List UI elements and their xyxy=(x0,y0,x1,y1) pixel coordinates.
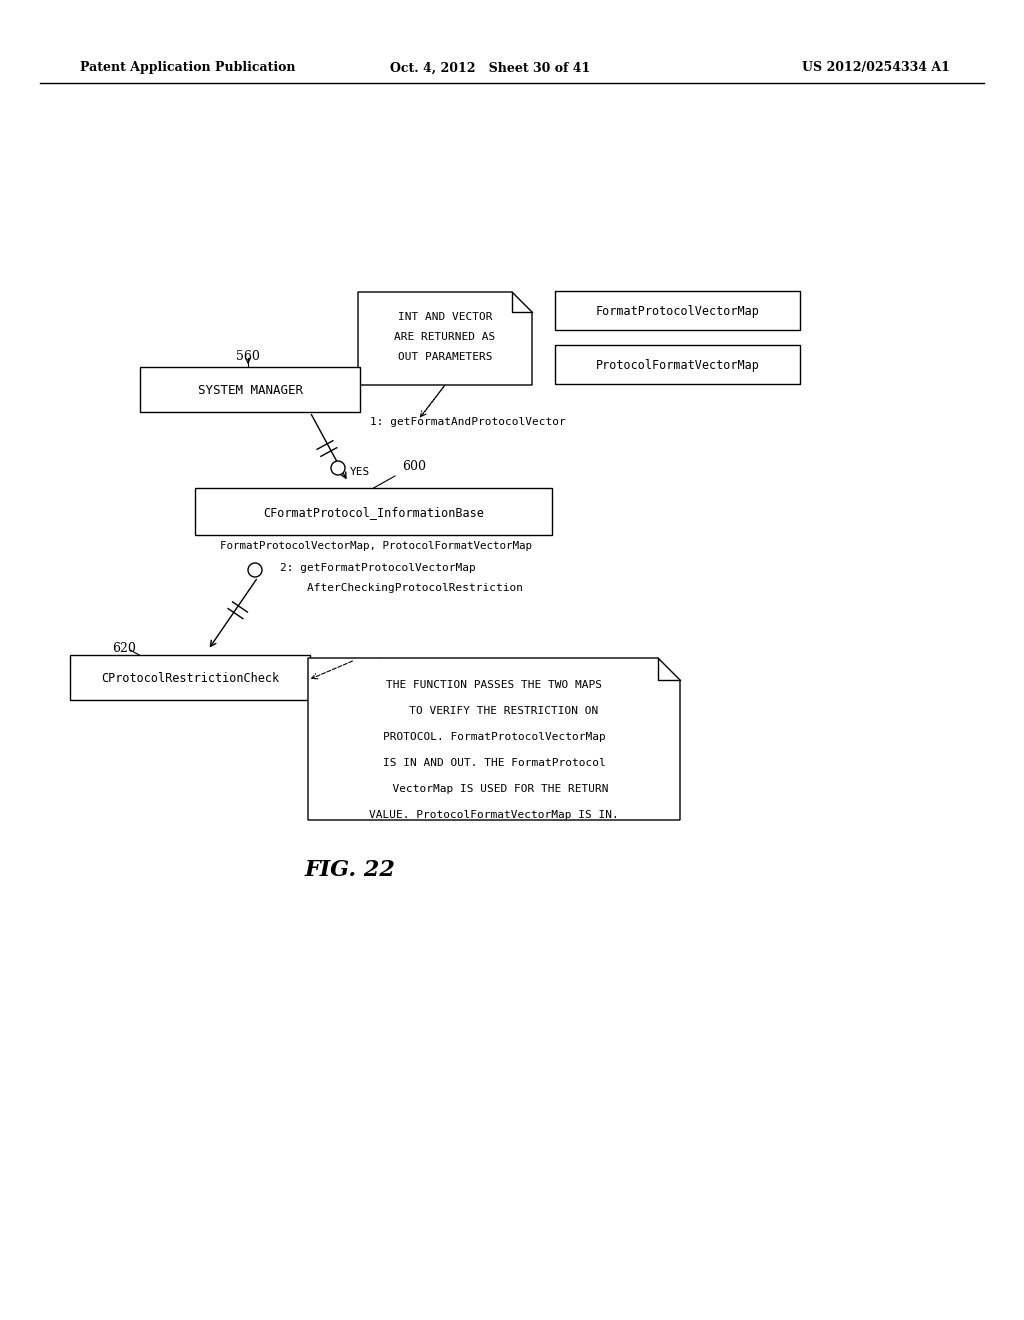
Text: Patent Application Publication: Patent Application Publication xyxy=(80,62,296,74)
Bar xyxy=(70,655,310,700)
Circle shape xyxy=(331,461,345,475)
Text: SYSTEM MANAGER: SYSTEM MANAGER xyxy=(198,384,302,396)
Text: TO VERIFY THE RESTRICTION ON: TO VERIFY THE RESTRICTION ON xyxy=(389,706,599,715)
Text: THE FUNCTION PASSES THE TWO MAPS: THE FUNCTION PASSES THE TWO MAPS xyxy=(386,680,602,690)
Text: IS IN AND OUT. THE FormatProtocol: IS IN AND OUT. THE FormatProtocol xyxy=(383,758,605,768)
Circle shape xyxy=(248,564,262,577)
Text: YES: YES xyxy=(350,467,371,477)
Text: 600: 600 xyxy=(402,459,426,473)
Polygon shape xyxy=(308,657,680,820)
Bar xyxy=(555,290,800,330)
Text: FIG. 22: FIG. 22 xyxy=(304,859,395,880)
Text: VALUE. ProtocolFormatVectorMap IS IN.: VALUE. ProtocolFormatVectorMap IS IN. xyxy=(369,810,618,820)
Text: 2: getFormatProtocolVectorMap: 2: getFormatProtocolVectorMap xyxy=(280,564,476,573)
Text: OUT PARAMETERS: OUT PARAMETERS xyxy=(397,352,493,362)
Polygon shape xyxy=(358,292,532,385)
Text: PROTOCOL. FormatProtocolVectorMap: PROTOCOL. FormatProtocolVectorMap xyxy=(383,733,605,742)
Text: FormatProtocolVectorMap, ProtocolFormatVectorMap: FormatProtocolVectorMap, ProtocolFormatV… xyxy=(220,541,532,550)
Text: ProtocolFormatVectorMap: ProtocolFormatVectorMap xyxy=(596,359,760,372)
Text: Oct. 4, 2012   Sheet 30 of 41: Oct. 4, 2012 Sheet 30 of 41 xyxy=(390,62,590,74)
Text: FormatProtocolVectorMap: FormatProtocolVectorMap xyxy=(596,305,760,318)
Text: 620: 620 xyxy=(112,642,136,655)
Bar xyxy=(140,367,360,412)
Text: INT AND VECTOR: INT AND VECTOR xyxy=(397,312,493,322)
Text: US 2012/0254334 A1: US 2012/0254334 A1 xyxy=(802,62,950,74)
Text: 1: getFormatAndProtocolVector: 1: getFormatAndProtocolVector xyxy=(370,417,565,426)
Text: CFormatProtocol_InformationBase: CFormatProtocol_InformationBase xyxy=(263,507,484,520)
Bar xyxy=(555,345,800,384)
Bar xyxy=(195,488,552,535)
Text: AfterCheckingProtocolRestriction: AfterCheckingProtocolRestriction xyxy=(280,583,523,593)
Text: CProtocolRestrictionCheck: CProtocolRestrictionCheck xyxy=(101,672,280,685)
Text: 560: 560 xyxy=(237,350,260,363)
Text: ARE RETURNED AS: ARE RETURNED AS xyxy=(394,333,496,342)
Text: VectorMap IS USED FOR THE RETURN: VectorMap IS USED FOR THE RETURN xyxy=(379,784,608,795)
